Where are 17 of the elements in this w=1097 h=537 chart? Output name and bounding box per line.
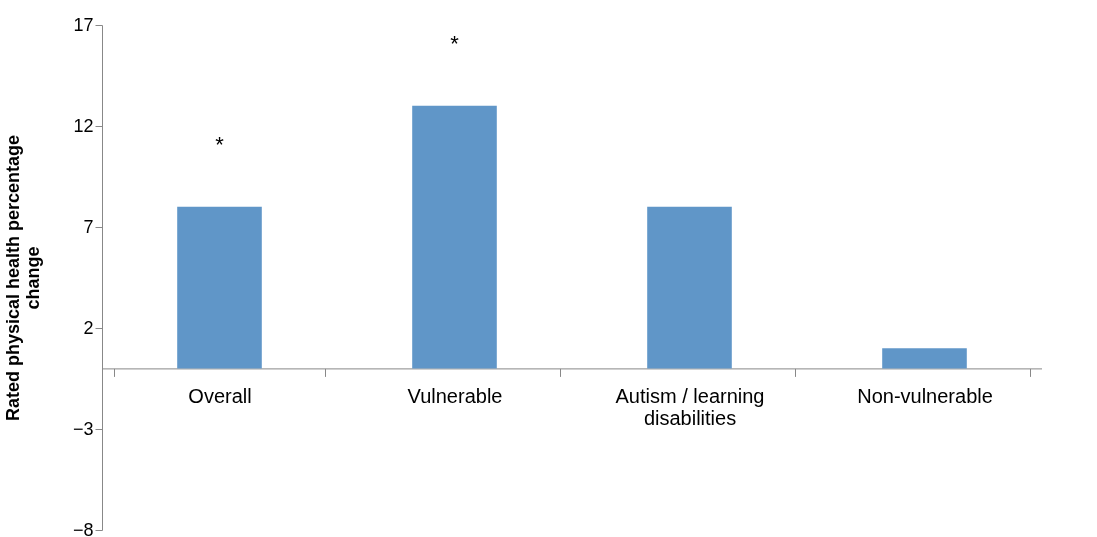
y-axis-title: Rated physical health percentage change <box>2 134 43 422</box>
y-tick-label: −8 <box>72 519 94 537</box>
bar <box>412 105 497 369</box>
bar <box>177 206 262 369</box>
x-tick-label: Autism / learning disabilities <box>615 384 765 429</box>
y-tick-label: 2 <box>83 317 94 338</box>
annotation: * <box>450 30 460 56</box>
y-tick-label: 17 <box>73 14 94 35</box>
annotation: * <box>215 131 225 157</box>
y-tick-label: 12 <box>73 115 94 136</box>
bar <box>882 348 967 369</box>
x-tick-label: Overall <box>188 384 252 407</box>
bar <box>647 206 732 369</box>
x-tick-label: Vulnerable <box>407 384 503 407</box>
y-tick-label: −3 <box>72 418 94 439</box>
y-tick-label: 7 <box>83 216 94 237</box>
x-tick-label: Non-vulnerable <box>857 384 993 407</box>
